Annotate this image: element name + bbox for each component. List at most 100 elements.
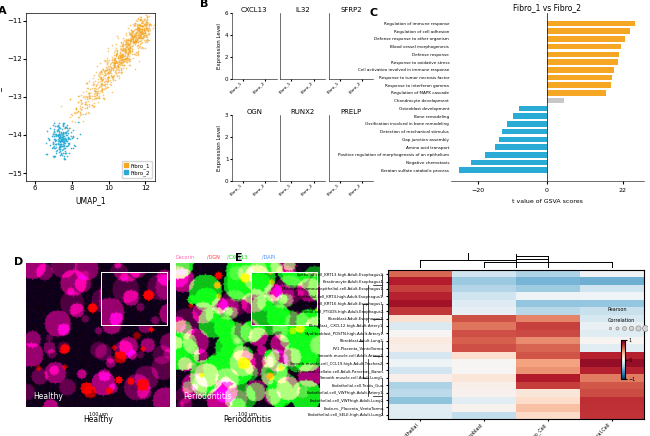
Point	[133, 24, 144, 31]
Point	[96, 82, 107, 89]
Point	[105, 81, 116, 88]
Point	[81, 110, 91, 117]
Point	[112, 48, 122, 54]
Point	[54, 138, 64, 145]
Point	[61, 132, 72, 139]
Point	[55, 138, 65, 145]
Point	[90, 90, 100, 97]
Point	[136, 35, 146, 42]
Point	[118, 47, 128, 54]
Point	[70, 119, 80, 126]
Point	[101, 80, 112, 87]
Point	[136, 31, 146, 37]
Point	[55, 143, 65, 150]
Point	[98, 75, 109, 82]
Point	[137, 19, 148, 26]
Point	[100, 58, 110, 65]
Point	[136, 18, 147, 25]
Point	[127, 28, 138, 35]
Point	[103, 58, 113, 65]
Point	[53, 127, 64, 134]
Point	[91, 68, 101, 75]
Legend: Fibro_1, Fibro_2: Fibro_1, Fibro_2	[122, 161, 152, 178]
Point	[140, 20, 150, 27]
Point	[62, 134, 73, 141]
Point	[74, 119, 85, 126]
Point	[114, 52, 125, 59]
Point	[92, 84, 103, 91]
Point	[128, 35, 138, 42]
Point	[101, 66, 112, 73]
Point	[89, 92, 99, 99]
Point	[138, 32, 149, 39]
Point	[68, 133, 79, 140]
Point	[106, 67, 116, 74]
Point	[58, 156, 69, 163]
Point	[122, 40, 133, 47]
Point	[106, 69, 116, 76]
Point	[135, 29, 146, 36]
Bar	[547, 20, 635, 26]
Point	[66, 129, 76, 136]
Point	[76, 101, 86, 108]
Point	[105, 76, 116, 83]
Point	[55, 142, 65, 149]
Point	[135, 43, 145, 50]
Point	[133, 27, 144, 34]
Point	[129, 66, 140, 73]
Point	[51, 150, 62, 157]
Point	[46, 145, 57, 152]
Point	[67, 117, 77, 124]
Point	[137, 25, 148, 32]
Point	[137, 23, 148, 30]
Point	[42, 127, 52, 134]
Point	[64, 134, 75, 141]
Point	[122, 56, 132, 63]
Point	[102, 65, 112, 72]
Point	[130, 40, 140, 47]
Point	[110, 47, 120, 54]
Point	[135, 31, 146, 38]
Point	[73, 119, 83, 126]
Point	[115, 49, 125, 56]
Point	[134, 34, 144, 41]
Point	[137, 25, 148, 32]
Point	[137, 28, 148, 35]
Bar	[547, 98, 564, 103]
Point	[88, 85, 99, 92]
Point	[58, 129, 68, 136]
Point	[144, 29, 154, 36]
Point	[94, 95, 104, 102]
Point	[111, 65, 122, 72]
Point	[51, 140, 62, 147]
Point	[122, 51, 132, 58]
Point	[100, 67, 110, 74]
Point	[139, 22, 150, 29]
Point	[136, 26, 147, 33]
Point	[55, 141, 65, 148]
Point	[110, 64, 120, 71]
Point	[68, 127, 78, 134]
Text: Correlation: Correlation	[608, 318, 635, 323]
Point	[131, 18, 142, 25]
Point	[109, 57, 120, 64]
Point	[60, 123, 71, 130]
Point	[79, 93, 89, 100]
Point	[53, 133, 63, 140]
Point	[123, 45, 133, 52]
Point	[113, 67, 124, 74]
Point	[132, 26, 142, 33]
Point	[126, 26, 136, 33]
Point	[133, 28, 144, 35]
Point	[118, 61, 129, 68]
Point	[98, 92, 109, 99]
Point	[125, 44, 136, 51]
Text: /OGN: /OGN	[207, 255, 220, 260]
Point	[90, 95, 101, 102]
Point	[86, 95, 97, 102]
Point	[49, 130, 60, 137]
Point	[125, 62, 135, 69]
Bar	[547, 59, 618, 65]
Point	[131, 34, 142, 41]
Point	[91, 89, 101, 96]
